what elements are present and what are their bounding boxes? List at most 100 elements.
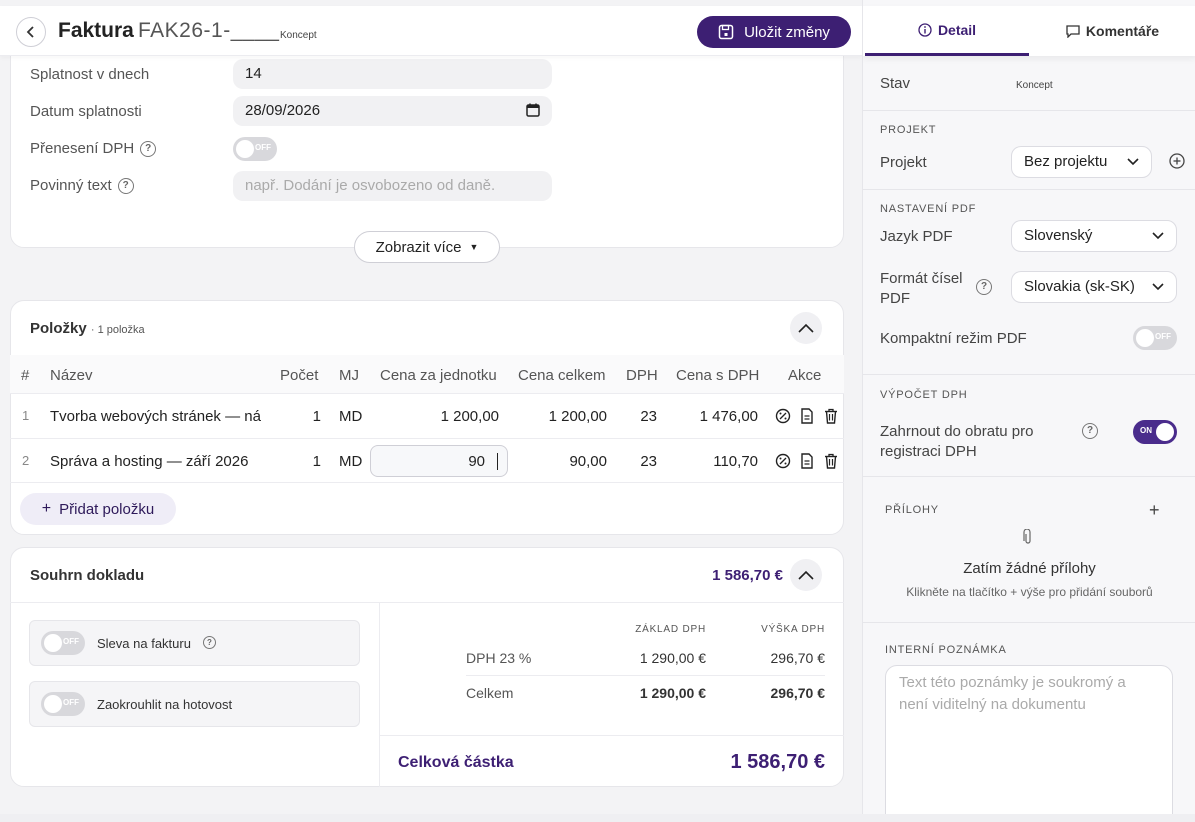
table-header-bg [10, 355, 844, 393]
tab-comments[interactable]: Komentáře [1029, 6, 1195, 56]
chevron-left-icon [26, 26, 34, 38]
main-panel: Splatnost v dnech 14 Datum splatnosti 28… [0, 6, 862, 787]
save-button[interactable]: Uložit změny [697, 16, 851, 48]
show-more-button[interactable]: Zobrazit více ▼ [354, 231, 500, 263]
discount-toggle[interactable]: OFF [41, 631, 85, 655]
col-name: Název [50, 367, 93, 384]
row-qty[interactable]: 1 [312, 408, 321, 425]
row-divider [10, 438, 844, 439]
plus-icon: + [41, 500, 52, 517]
collapse-summary-button[interactable] [790, 559, 822, 591]
toggle-state-text: OFF [255, 143, 271, 152]
section-divider [863, 374, 1195, 375]
col-total: Cena celkem [518, 367, 606, 384]
rounding-toggle[interactable]: OFF [41, 692, 85, 716]
document-icon[interactable] [798, 452, 816, 470]
internal-note-input[interactable]: Text této poznámky je soukromý a není vi… [885, 665, 1173, 822]
sum-row-vat: 296,70 € [770, 685, 826, 701]
vat-turnover-label: Zahrnout do obratu pro registraci DPH [880, 422, 1033, 462]
paperclip-icon [1022, 528, 1034, 548]
chevron-up-icon [798, 323, 814, 333]
help-icon[interactable]: ? [976, 279, 992, 295]
row-vat[interactable]: 23 [640, 453, 657, 470]
reverse-charge-toggle[interactable]: OFF [233, 137, 277, 161]
rounding-option[interactable]: OFF Zaokrouhlit na hotovost [29, 681, 360, 727]
row-divider [10, 482, 844, 483]
pdf-format-label-line1: Formát čísel [880, 270, 963, 287]
help-icon[interactable]: ? [203, 636, 216, 649]
grand-total-value: 1 586,70 € [730, 751, 825, 773]
vat-row-label: DPH 23 % [466, 650, 532, 666]
document-number: FAK26-1-____ [138, 19, 280, 42]
row-vat[interactable]: 23 [640, 408, 657, 425]
bottom-bar [0, 814, 1195, 822]
row-name[interactable]: Správa a hosting — září 2026 [50, 453, 249, 470]
unit-price-input[interactable]: 90 [370, 445, 508, 477]
due-date-input[interactable]: 28/09/2026 [233, 96, 552, 126]
help-icon[interactable]: ? [117, 178, 134, 195]
col-base-header: ZÁKLAD DPH [635, 624, 706, 635]
row-actions [774, 452, 840, 470]
row-total-vat: 110,70 [713, 453, 758, 470]
add-item-button[interactable]: + Přidat položku [20, 493, 176, 525]
pdf-format-label: Formát čísel PDF [880, 269, 963, 309]
row-unit[interactable]: MD [339, 408, 363, 425]
unit-price-value: 90 [468, 453, 485, 470]
items-count: · 1 položka [90, 324, 145, 336]
summary-card [10, 547, 844, 787]
pdf-format-select[interactable]: Slovakia (sk-SK) [1011, 271, 1177, 303]
comment-icon [1066, 24, 1080, 38]
add-project-button[interactable] [1169, 153, 1185, 172]
row-num: 2 [22, 453, 30, 468]
summary-vertical-divider [379, 603, 380, 787]
reverse-charge-label: Přenesení DPH? [30, 140, 157, 158]
row-unit-price[interactable]: 1 200,00 [440, 408, 499, 425]
document-icon[interactable] [798, 407, 816, 425]
collapse-items-button[interactable] [790, 312, 822, 344]
pdf-language-select[interactable]: Slovenský [1011, 220, 1177, 252]
calendar-icon[interactable] [526, 103, 540, 121]
col-unit-price: Cena za jednotku [380, 367, 497, 384]
help-icon[interactable]: ? [140, 141, 157, 158]
percent-icon[interactable] [774, 407, 792, 425]
row-unit[interactable]: MD [339, 453, 363, 470]
row-qty[interactable]: 1 [312, 453, 321, 470]
chevron-down-icon [1152, 232, 1164, 240]
trash-icon[interactable] [822, 407, 840, 425]
row-name[interactable]: Tvorba webových stránek — ná [50, 408, 261, 425]
add-attachment-button[interactable]: + [1149, 500, 1160, 520]
project-section-title: PROJEKT [880, 124, 937, 136]
pdf-language-label: Jazyk PDF [880, 228, 953, 245]
due-date-value: 28/09/2026 [245, 102, 321, 119]
caret-down-icon: ▼ [469, 242, 479, 252]
due-days-label: Splatnost v dnech [30, 66, 150, 83]
due-days-input[interactable]: 14 [233, 59, 552, 89]
header-bar: Faktura FAK26-1-____ Koncept Uložit změn… [0, 6, 862, 56]
items-title: Položky · 1 položka [30, 320, 145, 337]
col-vat-header: VÝŠKA DPH [761, 624, 825, 635]
discount-option[interactable]: OFF Sleva na fakturu ? [29, 620, 360, 666]
tab-detail[interactable]: Detail [865, 6, 1029, 56]
sidebar-tabs: Detail Komentáře [863, 6, 1195, 56]
pdf-format-value: Slovakia (sk-SK) [1024, 278, 1135, 295]
vat-turnover-toggle[interactable]: ON [1133, 420, 1177, 444]
vat-row-vat: 296,70 € [770, 650, 826, 666]
help-icon[interactable]: ? [1082, 423, 1098, 439]
save-label: Uložit změny [744, 23, 830, 41]
page-title: Faktura [58, 19, 134, 42]
section-divider [863, 189, 1195, 190]
plus-circle-icon [1169, 153, 1185, 169]
items-title-text: Položky [30, 320, 87, 337]
project-select[interactable]: Bez projektu [1011, 146, 1152, 178]
mandatory-text-text: Povinný text [30, 177, 112, 194]
summary-row-divider [466, 675, 825, 676]
trash-icon[interactable] [822, 452, 840, 470]
back-button[interactable] [16, 17, 46, 47]
attachments-section-title: PŘÍLOHY [885, 504, 939, 516]
compact-pdf-toggle[interactable]: OFF [1133, 326, 1177, 350]
add-item-label: Přidat položku [59, 500, 155, 518]
tab-comments-label: Komentáře [1085, 23, 1160, 39]
mandatory-text-input[interactable]: např. Dodání je osvobozeno od daně. [233, 171, 552, 201]
col-vat: DPH [626, 367, 658, 384]
percent-icon[interactable] [774, 452, 792, 470]
